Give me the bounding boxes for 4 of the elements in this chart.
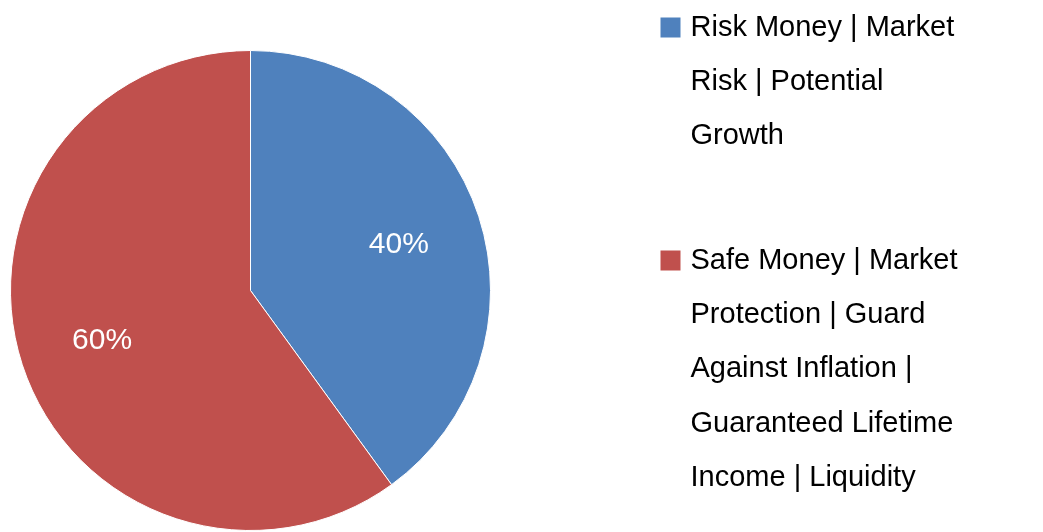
- legend-label: Safe Money | Market Protection | Guard Against Inflation | Guaranteed Lifetime Income | Liquidity: [690, 242, 958, 493]
- legend-label: Risk Money | Market Risk | Potential Growth: [690, 9, 955, 151]
- data-label: 40%: [368, 225, 429, 259]
- data-label: 60%: [72, 322, 133, 356]
